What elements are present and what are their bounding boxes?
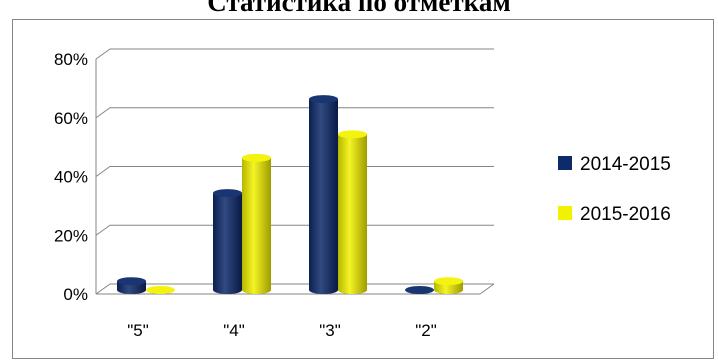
- bar: [309, 95, 338, 294]
- legend-label: 2015-2016: [580, 204, 671, 225]
- x-tick-label: "4": [223, 321, 245, 340]
- bars: [117, 95, 463, 294]
- floor-edge: [479, 283, 495, 295]
- gridline: [95, 48, 494, 60]
- bar: [213, 189, 242, 294]
- bar: [117, 277, 146, 294]
- bar: [146, 286, 175, 294]
- y-tick-label: 20%: [54, 226, 88, 245]
- bar: [434, 277, 463, 294]
- gridline: [95, 166, 494, 177]
- x-tick-label: "3": [319, 321, 341, 340]
- x-tick-label: "5": [127, 321, 149, 340]
- bar: [338, 130, 367, 294]
- legend-item: 2014-2015: [558, 154, 671, 175]
- gridline: [95, 224, 494, 236]
- y-tick-label: 80%: [54, 50, 88, 69]
- x-tick-label: "2": [415, 321, 437, 340]
- gridlines: [95, 48, 495, 295]
- x-axis-ticks: "5" "4" "3" "2": [127, 321, 437, 340]
- legend-item: 2015-2016: [558, 204, 671, 225]
- bar: [405, 286, 434, 294]
- chart-title: Статистика по отметкам: [207, 0, 511, 17]
- y-tick-label: 40%: [54, 168, 88, 187]
- y-tick-label: 60%: [54, 109, 88, 128]
- legend: 2014-2015 2015-2016: [558, 154, 671, 225]
- gridline: [95, 107, 494, 119]
- y-tick-label: 0%: [63, 285, 88, 304]
- legend-label: 2014-2015: [580, 154, 671, 175]
- legend-swatch: [558, 156, 572, 170]
- y-axis-ticks: 0% 20% 40% 60% 80%: [54, 50, 88, 304]
- bar: [242, 153, 271, 294]
- legend-swatch: [558, 206, 572, 220]
